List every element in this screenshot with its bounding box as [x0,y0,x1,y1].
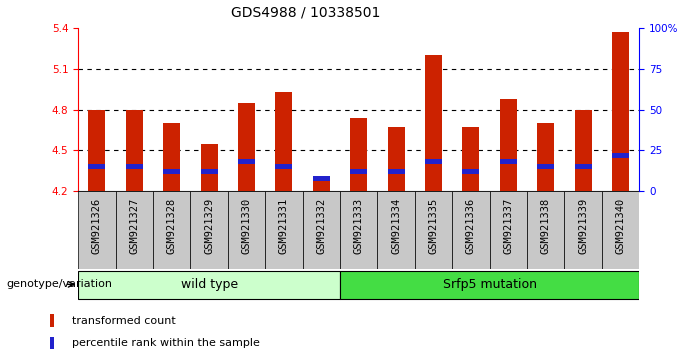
Bar [350,169,367,174]
Bar [612,33,629,191]
Bar [415,191,452,269]
Text: GSM921339: GSM921339 [578,198,588,253]
Text: GSM921329: GSM921329 [204,198,214,253]
Bar [50,314,54,327]
Bar [377,191,415,269]
Bar [313,176,330,181]
Text: GSM921327: GSM921327 [129,198,139,253]
Bar [452,191,490,269]
Bar [340,191,377,269]
Bar [313,178,330,191]
Bar [537,164,554,169]
Bar [190,191,228,269]
Bar [275,164,292,169]
Bar [500,99,517,191]
Bar [163,123,180,191]
Bar [340,270,639,299]
Bar [238,159,255,164]
Text: GSM921326: GSM921326 [92,198,102,253]
Bar [78,270,340,299]
Bar [265,191,303,269]
Bar [201,144,218,191]
Bar [425,56,442,191]
Text: GSM921331: GSM921331 [279,198,289,253]
Bar [228,191,265,269]
Bar [612,153,629,158]
Text: GSM921334: GSM921334 [391,198,401,253]
Bar [275,92,292,191]
Bar [575,110,592,191]
Text: GSM921335: GSM921335 [428,198,439,253]
Text: Srfp5 mutation: Srfp5 mutation [443,279,537,291]
Text: transformed count: transformed count [72,316,176,326]
Bar [50,337,54,349]
Bar [527,191,564,269]
Text: GSM921337: GSM921337 [503,198,513,253]
Bar [425,159,442,164]
Text: GSM921333: GSM921333 [354,198,364,253]
Text: GSM921330: GSM921330 [241,198,252,253]
Bar [564,191,602,269]
Bar [462,169,479,174]
Bar [388,169,405,174]
Bar [126,110,143,191]
Text: GSM921336: GSM921336 [466,198,476,253]
Bar [78,191,116,269]
Text: percentile rank within the sample: percentile rank within the sample [72,338,260,348]
Bar [88,164,105,169]
Text: GSM921332: GSM921332 [316,198,326,253]
Bar [163,169,180,174]
Bar [462,127,479,191]
Bar [388,127,405,191]
Bar [116,191,153,269]
Bar [350,118,367,191]
Bar [238,103,255,191]
Bar [537,123,554,191]
Text: GDS4988 / 10338501: GDS4988 / 10338501 [231,5,381,19]
Bar [500,159,517,164]
Bar [153,191,190,269]
Bar [201,169,218,174]
Text: wild type: wild type [180,279,238,291]
Bar [575,164,592,169]
Bar [303,191,340,269]
Bar [602,191,639,269]
Text: GSM921328: GSM921328 [167,198,177,253]
Text: genotype/variation: genotype/variation [7,279,113,289]
Bar [88,110,105,191]
Text: GSM921340: GSM921340 [615,198,626,253]
Bar [126,164,143,169]
Text: GSM921338: GSM921338 [541,198,551,253]
Bar [490,191,527,269]
